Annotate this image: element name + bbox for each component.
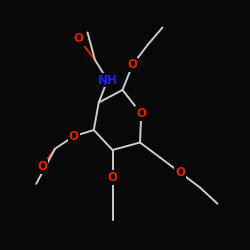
Text: O: O — [108, 171, 118, 184]
Text: O: O — [128, 58, 138, 71]
Text: NH: NH — [98, 74, 117, 86]
Text: O: O — [38, 160, 48, 173]
Text: O: O — [175, 166, 185, 179]
Text: O: O — [69, 130, 79, 143]
Text: O: O — [74, 32, 84, 45]
Text: O: O — [136, 107, 146, 120]
